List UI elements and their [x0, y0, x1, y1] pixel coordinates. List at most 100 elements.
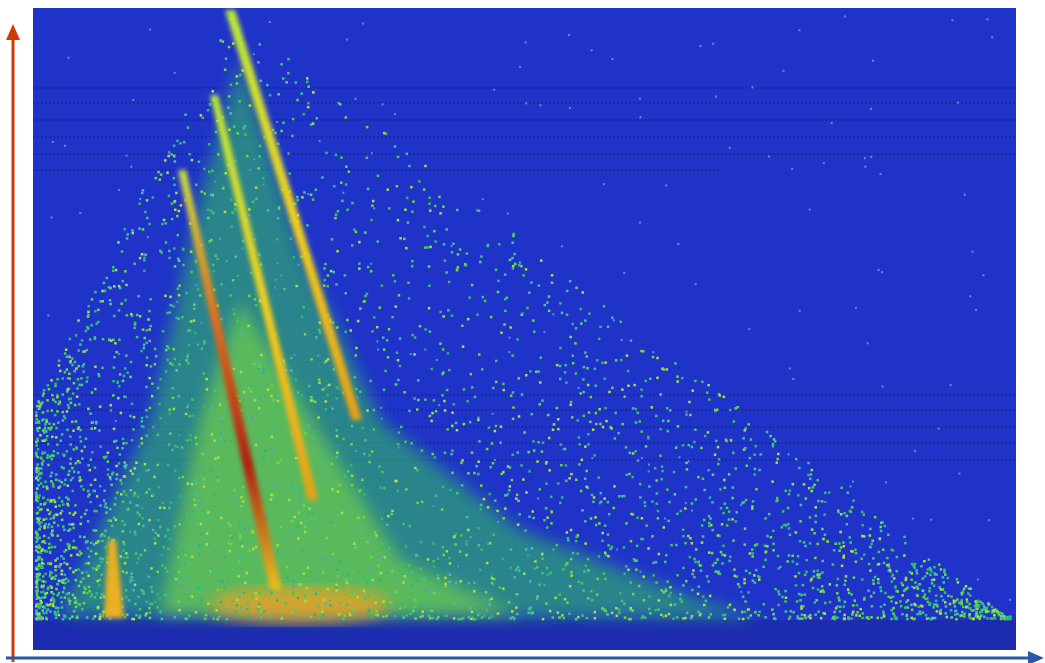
dot	[210, 567, 213, 570]
dot	[551, 274, 554, 277]
dot	[324, 387, 327, 390]
stray-dot	[149, 29, 151, 31]
dot	[225, 610, 228, 613]
dot	[495, 269, 498, 272]
dot	[742, 596, 745, 599]
dot	[121, 520, 124, 523]
dot	[237, 575, 240, 578]
dot	[448, 281, 451, 284]
dot	[534, 567, 537, 570]
dot	[570, 473, 573, 476]
dot	[409, 525, 412, 528]
dot	[641, 517, 644, 520]
dot	[621, 600, 624, 603]
dot	[472, 616, 475, 619]
dot	[36, 534, 39, 537]
dot	[45, 518, 48, 521]
dot	[560, 464, 563, 467]
dot	[843, 555, 846, 558]
dot	[206, 388, 209, 391]
dot	[565, 480, 568, 483]
stray-dot	[425, 589, 427, 591]
dot	[454, 543, 457, 546]
dot	[351, 475, 354, 478]
dot	[625, 446, 628, 449]
dot	[502, 383, 505, 386]
dot	[510, 549, 513, 552]
dot	[543, 519, 546, 522]
dot	[122, 530, 125, 533]
stray-dot	[447, 573, 449, 575]
dot	[111, 471, 114, 474]
stray-dot	[809, 209, 811, 211]
dot	[48, 543, 51, 546]
dot	[807, 462, 810, 465]
dot	[694, 429, 697, 432]
dot	[116, 381, 119, 384]
dot	[146, 356, 149, 359]
dot	[376, 610, 379, 613]
dot	[165, 349, 168, 352]
dot	[46, 486, 49, 489]
dot	[72, 430, 75, 433]
dot	[87, 547, 90, 550]
stray-dot	[911, 586, 913, 588]
dot	[635, 569, 638, 572]
dot	[138, 478, 141, 481]
dot	[530, 612, 533, 615]
dot	[209, 103, 212, 106]
dot	[798, 572, 801, 575]
dot	[102, 338, 105, 341]
dot	[918, 606, 921, 609]
dot	[894, 586, 897, 589]
dot	[720, 507, 723, 510]
dot	[255, 444, 258, 447]
dot	[67, 377, 70, 380]
dot	[162, 502, 165, 505]
dot	[335, 456, 338, 459]
dot	[711, 501, 714, 504]
dot	[508, 601, 511, 604]
dot	[125, 494, 128, 497]
dot	[183, 141, 186, 144]
dot	[557, 428, 560, 431]
dot	[957, 581, 960, 584]
dot	[578, 436, 581, 439]
dot	[129, 501, 132, 504]
dot	[872, 557, 875, 560]
dot	[217, 479, 220, 482]
dot	[380, 486, 383, 489]
dot	[451, 315, 454, 318]
dot	[870, 543, 873, 546]
dot	[48, 423, 51, 426]
dot	[772, 549, 775, 552]
dot	[442, 372, 445, 375]
dot	[980, 601, 983, 604]
dot	[160, 251, 163, 254]
dot	[117, 241, 120, 244]
dot	[191, 595, 194, 598]
dot	[588, 312, 591, 315]
dot	[55, 565, 58, 568]
dot	[154, 363, 157, 366]
dot	[396, 185, 399, 188]
dot	[861, 511, 864, 513]
stray-dot	[274, 483, 276, 485]
dot	[35, 549, 38, 552]
dot	[367, 188, 370, 191]
dot	[271, 385, 274, 388]
dot	[657, 608, 660, 611]
dot	[44, 542, 47, 545]
dot	[522, 478, 525, 481]
dot	[629, 452, 632, 455]
dot	[302, 113, 305, 116]
dot	[170, 501, 173, 504]
dot	[57, 524, 60, 527]
dot	[926, 572, 929, 575]
dot	[228, 522, 231, 525]
dot	[493, 533, 496, 536]
dot	[397, 359, 400, 362]
dot	[654, 609, 657, 612]
dot	[329, 558, 332, 561]
dot	[813, 575, 816, 578]
